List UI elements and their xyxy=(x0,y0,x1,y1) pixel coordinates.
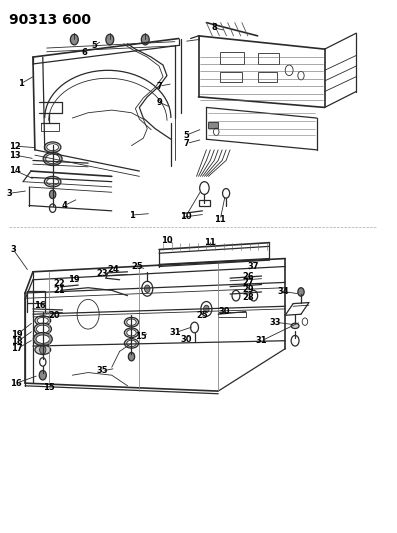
Text: 27: 27 xyxy=(242,278,254,287)
Text: 7: 7 xyxy=(184,139,189,148)
Text: 13: 13 xyxy=(10,151,21,160)
Text: 30: 30 xyxy=(218,307,230,316)
Ellipse shape xyxy=(124,338,139,348)
Text: 11: 11 xyxy=(214,215,226,224)
Ellipse shape xyxy=(35,316,51,325)
Circle shape xyxy=(298,288,304,296)
Bar xyxy=(258,72,278,82)
Text: 90313 600: 90313 600 xyxy=(9,13,91,27)
Circle shape xyxy=(40,345,46,354)
Ellipse shape xyxy=(44,142,61,152)
Text: 33: 33 xyxy=(270,318,281,327)
Ellipse shape xyxy=(127,340,136,346)
Text: 26: 26 xyxy=(242,271,254,280)
Ellipse shape xyxy=(43,152,62,165)
Text: 30: 30 xyxy=(181,335,193,344)
Text: 20: 20 xyxy=(49,311,60,320)
Text: 31: 31 xyxy=(256,336,268,345)
Text: 37: 37 xyxy=(248,262,260,271)
Text: 10: 10 xyxy=(180,212,192,221)
Text: 23: 23 xyxy=(96,269,108,278)
Text: 25: 25 xyxy=(197,311,208,320)
Text: 4: 4 xyxy=(62,201,67,210)
Bar xyxy=(220,72,242,82)
Bar xyxy=(208,122,218,127)
Text: 24: 24 xyxy=(108,265,119,274)
Circle shape xyxy=(204,305,209,313)
Text: 7: 7 xyxy=(156,82,162,91)
Bar xyxy=(27,291,45,303)
Text: 5: 5 xyxy=(184,131,190,140)
Text: 11: 11 xyxy=(204,238,216,247)
Ellipse shape xyxy=(46,154,60,164)
Text: 29: 29 xyxy=(242,285,254,294)
Text: 1: 1 xyxy=(18,79,24,88)
Ellipse shape xyxy=(47,178,58,185)
Circle shape xyxy=(128,352,135,361)
Text: 31: 31 xyxy=(169,328,181,337)
Ellipse shape xyxy=(36,335,50,343)
Ellipse shape xyxy=(291,323,299,328)
Ellipse shape xyxy=(124,328,139,337)
Text: 16: 16 xyxy=(10,378,22,387)
Text: 22: 22 xyxy=(54,279,66,288)
Text: 14: 14 xyxy=(9,166,21,175)
Text: 3: 3 xyxy=(10,245,16,254)
Ellipse shape xyxy=(124,317,139,327)
Text: 6: 6 xyxy=(81,49,87,58)
Ellipse shape xyxy=(47,144,58,151)
Circle shape xyxy=(141,34,149,45)
Text: 8: 8 xyxy=(211,23,217,33)
Text: 18: 18 xyxy=(12,337,23,346)
Text: 28: 28 xyxy=(242,293,254,302)
Text: 16: 16 xyxy=(34,301,46,310)
Circle shape xyxy=(145,285,150,293)
Circle shape xyxy=(50,190,56,199)
Ellipse shape xyxy=(127,319,136,325)
Text: 12: 12 xyxy=(9,142,21,151)
Text: 25: 25 xyxy=(131,262,143,271)
Text: 1: 1 xyxy=(129,211,135,220)
Bar xyxy=(220,52,244,64)
Text: 5: 5 xyxy=(91,42,97,51)
Text: 17: 17 xyxy=(12,344,23,353)
Ellipse shape xyxy=(35,345,51,354)
Ellipse shape xyxy=(34,323,52,335)
Ellipse shape xyxy=(33,333,52,346)
Text: 9: 9 xyxy=(156,98,162,107)
Ellipse shape xyxy=(37,325,49,333)
Text: 19: 19 xyxy=(12,330,23,339)
Text: 10: 10 xyxy=(161,236,173,245)
Bar xyxy=(41,123,58,131)
Circle shape xyxy=(39,370,46,380)
Ellipse shape xyxy=(37,317,48,324)
Text: 3: 3 xyxy=(6,189,12,198)
Bar xyxy=(258,53,279,64)
Bar xyxy=(198,200,210,206)
Circle shape xyxy=(106,34,114,45)
Text: 19: 19 xyxy=(69,274,80,284)
Text: 15: 15 xyxy=(135,332,147,341)
Text: 34: 34 xyxy=(278,287,289,296)
Ellipse shape xyxy=(44,176,61,187)
Text: 21: 21 xyxy=(54,286,66,295)
Circle shape xyxy=(70,34,78,45)
Text: 35: 35 xyxy=(96,367,108,375)
Text: 15: 15 xyxy=(43,383,54,392)
Ellipse shape xyxy=(127,329,136,336)
Bar xyxy=(218,312,246,317)
